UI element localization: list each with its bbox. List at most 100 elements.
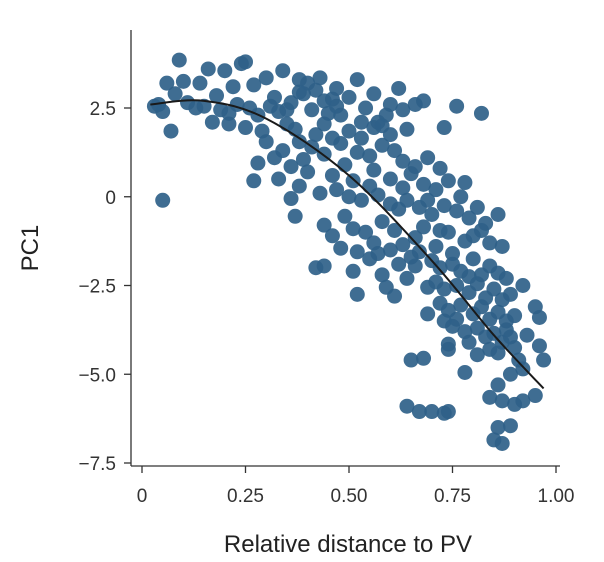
data-point: [531, 309, 547, 325]
y-tick-label: 0: [105, 188, 116, 209]
y-axis-label: PC1: [17, 225, 44, 272]
data-point: [275, 63, 291, 79]
data-point: [316, 93, 332, 109]
data-point: [465, 251, 481, 267]
data-point: [449, 311, 465, 327]
data-point: [258, 70, 274, 86]
data-point: [395, 102, 411, 118]
data-point: [498, 270, 514, 286]
data-point: [432, 260, 448, 276]
data-point: [382, 242, 398, 258]
data-point: [349, 286, 365, 302]
data-point: [490, 345, 506, 361]
data-point: [167, 86, 183, 102]
data-point: [502, 286, 518, 302]
data-point: [353, 192, 369, 208]
data-point: [453, 189, 469, 205]
data-point: [374, 267, 390, 283]
data-point: [204, 114, 220, 130]
data-point: [461, 210, 477, 226]
data-point: [163, 123, 179, 139]
data-point: [374, 118, 390, 134]
data-point: [490, 207, 506, 222]
data-point: [527, 388, 543, 404]
data-point: [420, 150, 436, 166]
data-point: [349, 72, 365, 88]
data-point: [424, 207, 440, 222]
data-point: [387, 143, 403, 159]
data-point: [246, 77, 262, 93]
data-point: [333, 240, 349, 256]
data-point: [374, 214, 390, 230]
data-point: [283, 159, 299, 175]
data-point: [266, 150, 282, 166]
data-point: [155, 192, 171, 208]
data-point: [399, 192, 415, 208]
data-point: [171, 52, 187, 68]
data-point: [411, 244, 427, 260]
quadratic-fit-line: [150, 99, 545, 390]
data-point: [308, 82, 324, 98]
data-point: [362, 178, 378, 194]
data-point: [366, 86, 382, 102]
data-point: [473, 299, 489, 315]
data-point: [473, 105, 489, 121]
data-point: [436, 281, 452, 297]
data-point: [461, 269, 477, 285]
data-point: [324, 167, 340, 183]
data-point: [403, 166, 419, 182]
data-point: [494, 435, 510, 451]
data-point: [341, 123, 357, 139]
points-layer: [146, 52, 552, 451]
data-point: [482, 235, 498, 251]
data-point: [366, 162, 382, 178]
data-point: [457, 175, 473, 191]
data-point: [233, 56, 249, 72]
data-point: [337, 157, 353, 173]
data-point: [238, 120, 253, 136]
data-point: [341, 189, 357, 205]
data-point: [283, 191, 299, 207]
data-point: [416, 93, 432, 109]
x-tick-label: 1.00: [538, 486, 575, 507]
data-point: [428, 182, 444, 198]
data-point: [362, 148, 378, 164]
data-point: [382, 171, 398, 187]
data-point: [316, 258, 332, 274]
data-point: [457, 364, 473, 380]
data-point: [494, 393, 510, 409]
data-point: [378, 279, 394, 295]
data-point: [399, 270, 415, 286]
data-point: [440, 404, 456, 420]
data-point: [358, 224, 374, 240]
data-point: [469, 347, 485, 363]
data-point: [395, 153, 411, 169]
data-point: [345, 221, 361, 237]
data-point: [515, 278, 531, 293]
data-point: [324, 228, 340, 244]
data-point: [246, 173, 262, 189]
data-point: [312, 185, 328, 201]
data-point: [316, 116, 332, 132]
data-point: [287, 208, 303, 224]
data-point: [180, 95, 196, 111]
data-point: [490, 420, 506, 435]
data-point: [225, 79, 241, 95]
y-tick-label: −2.5: [78, 277, 116, 298]
data-point: [329, 182, 345, 198]
data-point: [494, 238, 510, 254]
data-point: [486, 281, 502, 297]
data-point: [337, 208, 353, 224]
data-point: [432, 160, 448, 176]
y-tick-label: 2.5: [90, 99, 116, 120]
data-point: [329, 98, 345, 114]
x-tick-label: 0.75: [434, 486, 471, 507]
data-point: [416, 219, 432, 235]
data-point: [440, 173, 456, 189]
data-point: [324, 130, 340, 146]
data-point: [519, 327, 535, 343]
data-point: [453, 297, 469, 313]
data-point: [291, 134, 307, 150]
data-point: [291, 178, 307, 194]
data-point: [449, 98, 465, 114]
